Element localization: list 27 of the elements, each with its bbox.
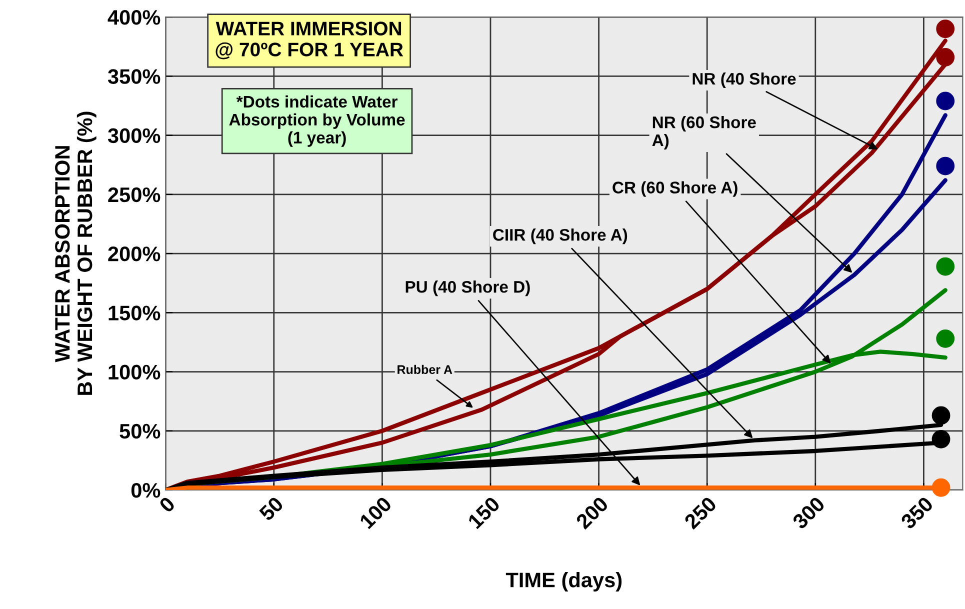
x-tick-label: 300 [792,496,826,530]
x-tick-label: 250 [683,496,718,530]
x-tick-label: 0 [158,496,176,514]
x-tick-label: 50 [258,496,284,522]
y-tick-label: 200% [108,246,160,262]
y-tick-label: 50% [120,424,160,439]
annotation: CR (60 Shore A) [612,181,738,197]
y-tick-label: 300% [108,128,160,144]
annotation: CIIR (40 Shore A) [493,228,628,244]
x-tick-label: 200 [575,496,610,530]
x-axis-title: TIME (days) [506,572,622,592]
annotation: PU (40 Shore D) [406,280,530,296]
y-tick-label: 400% [108,10,160,25]
annotation: *Dots indicate Water Absorption by Volume (1 year) [229,95,405,147]
x-tick-label: 150 [467,496,501,530]
y-tick-label: 0% [131,483,160,498]
text: WATER IMMERSION @ 70ºC FOR 1 YEAR [216,22,404,60]
y-tick-label: 350% [108,69,160,84]
y-tick-label: 150% [108,306,160,320]
x-tick-label: 100 [358,496,392,530]
annotation: NR (60 Shore A) [652,116,756,150]
y-tick-label: 100% [108,364,160,380]
annotation: NR (40 Shore [692,72,796,88]
x-tick-label: 350 [900,496,934,530]
y-axis-title: WATER ABSORPTION BY WEIGHT OF RUBBER (%) [55,112,96,395]
y-tick-label: 250% [108,187,160,202]
annotation: Rubber A [398,364,452,374]
